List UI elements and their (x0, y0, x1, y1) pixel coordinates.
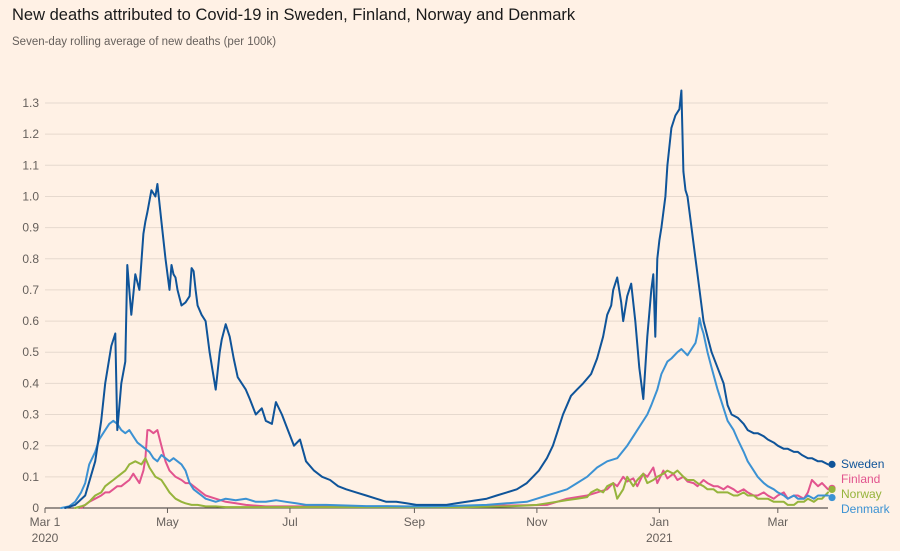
y-tick-label: 1.3 (22, 96, 39, 110)
y-tick-label: 0.4 (22, 376, 39, 390)
y-tick-label: 0.1 (22, 470, 39, 484)
y-axis-labels: 0 0.1 0.2 0.3 0.4 0.5 0.6 0.7 0.8 0.9 1.0 1.1 1.2 1.3 (22, 96, 39, 515)
end-dot-norway (828, 485, 836, 494)
y-tick-label: 1.2 (22, 127, 39, 141)
legend-label-norway: Norway (841, 487, 882, 501)
gridlines (45, 102, 828, 509)
y-tick-label: 0 (32, 501, 39, 515)
y-tick-label: 0.8 (22, 252, 39, 266)
y-tick-label: 0.5 (22, 345, 39, 359)
y-tick-label: 0.6 (22, 314, 39, 328)
chart-title: New deaths attributed to Covid-19 in Swe… (12, 6, 576, 24)
x-axis: Mar 1 2020 May Jul Sep Nov Jan 2021 Mar (30, 508, 788, 545)
series-line-sweden (64, 89, 829, 509)
y-tick-label: 1.1 (22, 158, 39, 172)
y-tick-label: 0.7 (22, 283, 39, 297)
series-line-denmark (60, 317, 829, 509)
x-tick-label: Mar (767, 515, 788, 529)
chart-subtitle: Seven-day rolling average of new deaths … (12, 36, 277, 48)
series-line-norway (74, 457, 829, 509)
x-tick-label: May (156, 515, 179, 529)
y-tick-label: 0.9 (22, 221, 39, 235)
legend-label-denmark: Denmark (841, 502, 891, 516)
series-line-finland (80, 429, 829, 509)
x-tick-label: Nov (526, 515, 547, 529)
end-dot-denmark (828, 493, 836, 502)
y-tick-label: 0.2 (22, 439, 39, 453)
end-dot-sweden (828, 460, 836, 468)
legend-label-sweden: Sweden (841, 457, 884, 471)
series-lines (60, 89, 829, 509)
x-tick-year-label: 2021 (646, 531, 673, 545)
y-tick-label: 0.3 (22, 408, 39, 422)
x-tick-label: Mar 1 (30, 515, 61, 529)
x-tick-year-label: 2020 (32, 531, 59, 545)
x-tick-label: Sep (404, 515, 426, 529)
legend-label-finland: Finland (841, 472, 880, 486)
y-tick-label: 1.0 (22, 189, 39, 203)
x-tick-label: Jul (282, 515, 297, 529)
x-tick-label: Jan (650, 515, 669, 529)
